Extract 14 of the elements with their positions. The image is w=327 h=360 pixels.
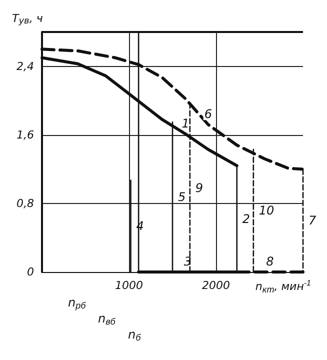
x-tick-label: 2000 <box>202 279 230 292</box>
series-label: 6 <box>204 107 212 122</box>
series-label: 2 <box>242 212 250 226</box>
y-tick-label: 2,4 <box>16 60 34 73</box>
y-tick-label: 0 <box>27 266 34 278</box>
series-label: 5 <box>178 190 186 204</box>
series-label: 1 <box>182 116 190 130</box>
y-tick-label: 0,8 <box>16 196 34 210</box>
series-label: 10 <box>258 204 275 218</box>
x-tick-label: 1000 <box>115 279 143 292</box>
y-tick-label: 1,6 <box>16 128 34 142</box>
series-label: 9 <box>195 181 204 195</box>
series-label: 8 <box>266 254 274 268</box>
series-label: 7 <box>308 214 316 228</box>
